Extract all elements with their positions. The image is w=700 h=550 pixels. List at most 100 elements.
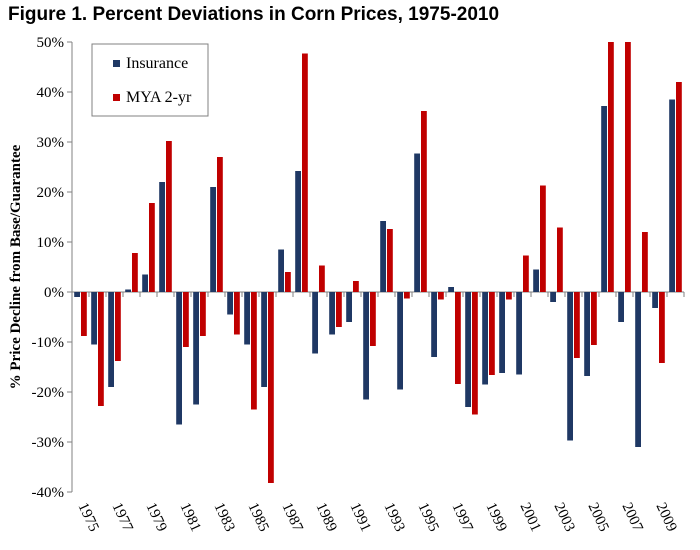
bar-mya-2-yr-2008	[642, 232, 648, 292]
bar-insurance-1987	[278, 249, 284, 292]
y-tick-label: -30%	[32, 435, 65, 451]
bar-insurance-1982	[193, 292, 199, 405]
y-tick-label: 20%	[37, 185, 65, 201]
x-tick-label: 1987	[279, 500, 306, 534]
bar-mya-2-yr-2002	[540, 185, 546, 292]
bar-mya-2-yr-1984	[234, 292, 240, 335]
x-tick-label: 1985	[245, 500, 272, 534]
bar-insurance-1985	[244, 292, 250, 345]
x-tick-label: 1995	[415, 500, 442, 534]
bar-insurance-1981	[176, 292, 182, 425]
bar-mya-2-yr-1990	[336, 292, 342, 327]
bar-insurance-1975	[74, 292, 80, 297]
bar-mya-2-yr-2009	[659, 292, 665, 363]
bars	[74, 42, 682, 483]
x-tick-label: 1993	[381, 500, 408, 534]
legend: Insurance MYA 2-yr	[91, 43, 209, 117]
x-tick-label: 2007	[619, 500, 646, 534]
x-tick-label: 1983	[211, 500, 238, 534]
y-tick-label: 50%	[37, 35, 65, 51]
x-tick-label: 2005	[585, 500, 612, 534]
bar-mya-2-yr-1999	[489, 292, 495, 375]
bar-insurance-1995	[414, 153, 420, 292]
legend-box	[91, 43, 209, 117]
y-tick-label: 0%	[44, 285, 64, 301]
x-tick-label: 1975	[75, 500, 102, 534]
x-tick-label: 2001	[517, 500, 544, 534]
bar-insurance-1977	[108, 292, 114, 387]
bar-mya-2-yr-1993	[387, 229, 393, 292]
x-tick-label: 1977	[109, 500, 136, 534]
bar-insurance-2006	[601, 106, 607, 292]
x-tick-label: 2009	[653, 500, 680, 534]
bar-mya-2-yr-2005	[591, 292, 597, 345]
bar-mya-2-yr-1976	[98, 292, 104, 406]
bar-mya-2-yr-1987	[285, 272, 291, 292]
bar-mya-2-yr-1986	[268, 292, 274, 483]
bar-mya-2-yr-2010	[676, 82, 682, 292]
bar-insurance-2008	[635, 292, 641, 447]
bar-mya-2-yr-1977	[115, 292, 121, 361]
bar-mya-2-yr-1979	[149, 203, 155, 292]
y-tick-label: 10%	[37, 235, 65, 251]
bar-mya-2-yr-1978	[132, 253, 138, 292]
bar-insurance-2007	[618, 292, 624, 322]
bar-mya-2-yr-1994	[404, 292, 410, 299]
bar-insurance-1996	[431, 292, 437, 357]
bar-mya-2-yr-1988	[302, 53, 308, 292]
bar-mya-2-yr-1989	[319, 265, 325, 292]
bar-insurance-1990	[329, 292, 335, 335]
x-tick-label: 1979	[143, 500, 170, 534]
x-tick-label: 2003	[551, 500, 578, 534]
bar-insurance-2004	[567, 292, 573, 441]
bar-insurance-1989	[312, 292, 318, 354]
legend-label: MYA 2-yr	[126, 89, 192, 106]
bar-mya-2-yr-2001	[523, 255, 529, 292]
bar-mya-2-yr-1991	[353, 281, 359, 292]
bar-insurance-1998	[465, 292, 471, 407]
bar-insurance-1978	[125, 289, 131, 292]
bar-mya-2-yr-2000	[506, 292, 512, 300]
bar-insurance-2010	[669, 99, 675, 292]
y-tick-label: 30%	[37, 135, 65, 151]
bar-insurance-1976	[91, 292, 97, 345]
bar-mya-2-yr-1985	[251, 292, 257, 410]
bar-mya-2-yr-1996	[438, 292, 444, 300]
bar-insurance-2009	[652, 292, 658, 308]
bar-insurance-2000	[499, 292, 505, 373]
y-axis-label: % Price Decline from Base/Guarantee	[8, 144, 24, 389]
bar-mya-2-yr-1981	[183, 292, 189, 347]
bar-mya-2-yr-2004	[574, 292, 580, 358]
bar-insurance-1993	[380, 221, 386, 292]
bar-insurance-2001	[516, 292, 522, 375]
bar-mya-2-yr-1983	[217, 157, 223, 292]
bar-mya-2-yr-1995	[421, 111, 427, 292]
bar-insurance-1994	[397, 292, 403, 390]
bar-mya-2-yr-1980	[166, 141, 172, 292]
legend-swatch	[113, 94, 120, 101]
x-tick-label: 1981	[177, 500, 204, 534]
y-tick-label: -10%	[32, 335, 65, 351]
bar-mya-2-yr-1997	[455, 292, 461, 384]
bar-insurance-1991	[346, 292, 352, 322]
bar-mya-2-yr-1982	[200, 292, 206, 336]
x-tick-label: 1991	[347, 500, 374, 534]
bar-insurance-1988	[295, 171, 301, 292]
y-tick-label: -40%	[32, 485, 65, 501]
x-tick-label: 1989	[313, 500, 340, 534]
bar-insurance-1997	[448, 287, 454, 292]
y-tick-label: 40%	[37, 85, 65, 101]
bar-mya-2-yr-2007	[625, 42, 631, 292]
bar-mya-2-yr-1998	[472, 292, 478, 415]
bar-insurance-1983	[210, 187, 216, 292]
bar-insurance-1980	[159, 182, 165, 292]
bar-insurance-2003	[550, 292, 556, 302]
legend-swatch	[113, 60, 120, 67]
bar-insurance-1992	[363, 292, 369, 400]
bar-mya-2-yr-2006	[608, 42, 614, 292]
bar-insurance-2002	[533, 269, 539, 292]
x-tick-label: 1997	[449, 500, 476, 534]
bar-insurance-1986	[261, 292, 267, 387]
legend-label: Insurance	[126, 55, 188, 72]
